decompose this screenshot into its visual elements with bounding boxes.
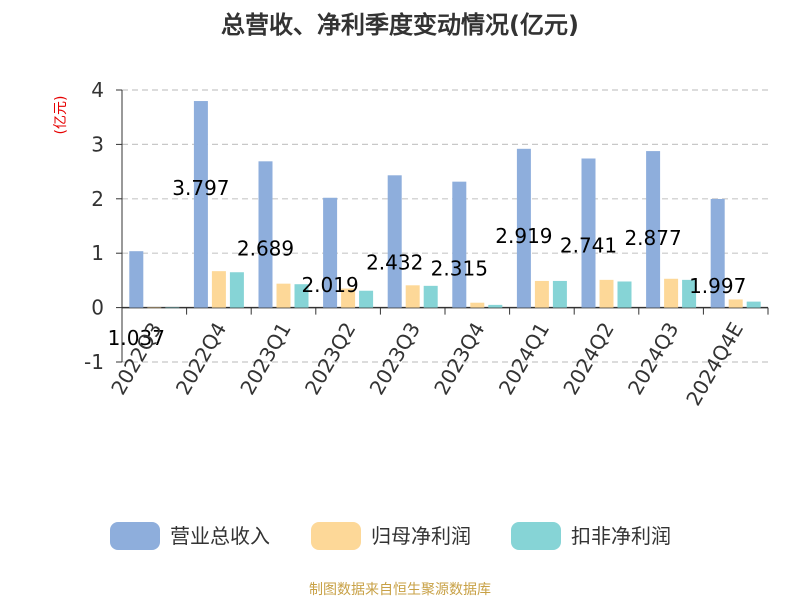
bar-net-profit — [534, 280, 549, 308]
y-tick-label: 3 — [91, 132, 104, 156]
bar-net-profit — [147, 307, 162, 309]
bar-deducted-net-profit — [746, 301, 761, 308]
bar-deducted-net-profit — [423, 285, 438, 308]
y-tick-label: 0 — [91, 296, 104, 320]
x-tick-labels: 2022Q3 2022Q4 2023Q1 2023Q2 2023Q3 2023Q4 2024… — [106, 318, 748, 410]
y-tick-label: 4 — [91, 78, 104, 102]
bar-revenue — [581, 158, 596, 308]
bar-revenue — [387, 175, 402, 308]
data-label: 2.432 — [366, 250, 423, 274]
y-tick-label: 1 — [91, 241, 104, 265]
bar-deducted-net-profit — [359, 290, 374, 308]
source-note: 制图数据来自恒生聚源数据库 — [309, 582, 491, 598]
data-labels: 1.037 3.797 2.689 2.019 2.432 2.315 2.919 2.741… — [108, 176, 747, 350]
bar-revenue — [129, 251, 144, 308]
legend-swatch — [511, 522, 561, 550]
grid-lines — [122, 89, 768, 363]
legend-swatch — [110, 522, 160, 550]
x-tick-label: 2023Q3 — [365, 318, 425, 399]
bars — [129, 101, 761, 309]
bar-net-profit — [599, 279, 614, 308]
bar-net-profit — [211, 271, 226, 308]
y-tick-labels: -1 0 1 2 3 4 — [84, 78, 104, 374]
data-label: 2.741 — [560, 233, 617, 257]
bar-deducted-net-profit — [552, 280, 567, 308]
axes — [116, 89, 769, 363]
x-tick-label: 2022Q4 — [171, 318, 231, 399]
data-label: 1.037 — [108, 326, 165, 350]
x-tick-label: 2024Q3 — [623, 318, 683, 399]
y-tick-label: 2 — [91, 187, 104, 211]
data-label: 2.877 — [624, 226, 681, 250]
x-tick-label: 2023Q2 — [300, 318, 360, 399]
bar-net-profit — [728, 299, 743, 308]
bar-net-profit — [405, 285, 420, 308]
legend-swatch — [311, 522, 361, 550]
bar-deducted-net-profit — [165, 307, 180, 309]
bar-net-profit — [276, 283, 291, 308]
bar-deducted-net-profit — [682, 279, 697, 308]
x-tick-label: 2024Q1 — [494, 318, 554, 399]
bar-revenue — [710, 198, 725, 308]
bar-revenue — [516, 148, 531, 308]
bar-revenue — [193, 101, 208, 308]
legend-label: 扣非净利润 — [571, 524, 671, 548]
data-label: 2.019 — [301, 273, 358, 297]
x-tick-label: 2024Q4E — [681, 318, 748, 410]
y-tick-label: -1 — [84, 350, 104, 374]
data-label: 2.689 — [237, 236, 294, 260]
data-label: 2.315 — [431, 257, 488, 281]
data-label: 1.997 — [689, 274, 746, 298]
y-axis-label: (亿元) — [53, 96, 69, 135]
bar-deducted-net-profit — [229, 272, 244, 308]
bar-net-profit — [664, 278, 679, 308]
legend-label: 归母净利润 — [371, 524, 471, 548]
bar-net-profit — [470, 302, 485, 308]
x-tick-label: 2024Q2 — [558, 318, 618, 399]
data-label: 3.797 — [172, 176, 229, 200]
chart-title: 总营收、净利季度变动情况(亿元) — [221, 11, 579, 39]
legend-label: 营业总收入 — [170, 524, 270, 548]
data-label: 2.919 — [495, 224, 552, 248]
bar-deducted-net-profit — [617, 281, 632, 308]
bar-revenue — [452, 181, 467, 308]
x-tick-label: 2023Q4 — [429, 318, 489, 399]
legend: 营业总收入 归母净利润 扣非净利润 — [110, 522, 671, 550]
bar-deducted-net-profit — [294, 284, 309, 308]
bar-deducted-net-profit — [488, 304, 503, 308]
bar-revenue — [323, 197, 338, 308]
x-tick-label: 2023Q1 — [235, 318, 295, 399]
bar-revenue — [258, 161, 273, 308]
bar-revenue — [646, 151, 661, 308]
bar-net-profit — [341, 288, 356, 308]
